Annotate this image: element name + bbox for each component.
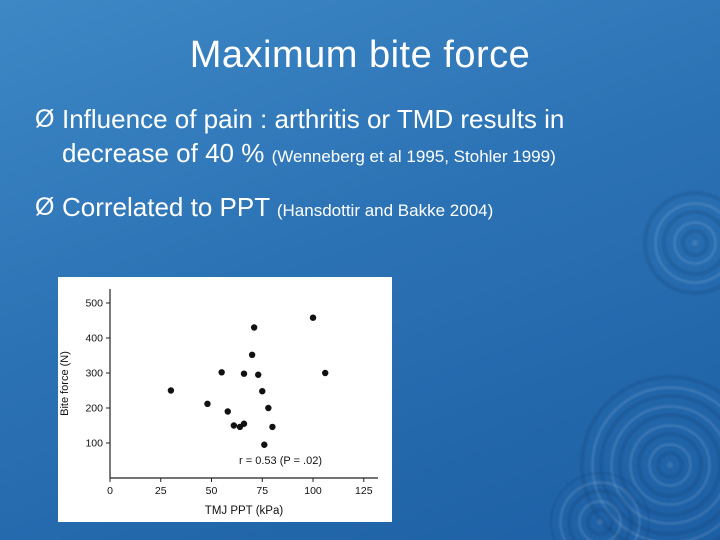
x-tick-label: 50 — [206, 485, 218, 497]
data-point — [261, 441, 268, 448]
data-point — [265, 404, 272, 412]
bullet-text: Influence of pain : arthritis or TMD res… — [62, 103, 662, 171]
bite-force-scatter-chart: 100 200 300 400 500 0 25 50 75 100 125 TMJ PPT (kPa… — [58, 277, 392, 522]
x-axis-label: TMJ PPT (kPa) — [205, 505, 284, 517]
slide-title: Maximum bite force — [189, 34, 531, 76]
scatter-plot-svg: 100 200 300 400 500 0 25 50 75 100 125 TMJ PPT (kPa… — [59, 289, 378, 517]
y-tick-label: 400 — [85, 333, 103, 345]
data-point — [250, 324, 258, 331]
x-tick-label: 0 — [107, 485, 113, 497]
data-point — [259, 388, 266, 395]
data-point — [322, 369, 329, 377]
data-point — [248, 351, 256, 358]
bullet-main-text: Influence of pain : arthritis or TMD res… — [62, 104, 565, 168]
bullet-text: Correlated to PPT (Hansdottir and Bakke … — [62, 191, 662, 225]
x-tick-label: 125 — [355, 485, 373, 497]
bullet-main-text: Correlated to PPT — [62, 191, 270, 222]
chart-annotation: r = 0.53 (P = .02) — [239, 455, 322, 467]
data-point — [224, 408, 231, 415]
data-point — [230, 422, 238, 429]
data-point — [240, 420, 248, 427]
bullet-item-1: Ø Influence of pain : arthritis or TMD r… — [35, 103, 720, 171]
x-tick-label: 100 — [304, 485, 322, 497]
data-point — [204, 400, 211, 407]
bullet-marker: Ø — [35, 105, 55, 133]
y-axis-label: Bite force (N) — [59, 351, 71, 416]
data-point — [240, 370, 248, 377]
data-point — [255, 371, 262, 378]
bullet-list: Ø Influence of pain : arthritis or TMD r… — [35, 103, 720, 224]
x-tick-label: 75 — [256, 485, 268, 497]
y-tick-label: 200 — [85, 403, 103, 415]
y-tick-label: 300 — [85, 368, 103, 380]
bullet-marker: Ø — [35, 192, 55, 221]
citation-text: (Wenneberg et al 1995, Stohler 1999) — [271, 146, 556, 166]
x-tick-label: 25 — [155, 485, 167, 497]
citation-text: (Hansdottir and Bakke 2004) — [276, 200, 494, 220]
ripple-decoration-3 — [550, 472, 650, 540]
chart-axes — [109, 289, 378, 479]
y-tick-label: 100 — [85, 438, 103, 450]
data-point — [167, 387, 175, 394]
ripple-decoration-2 — [575, 370, 720, 540]
data-point — [218, 369, 225, 376]
y-tick-label: 500 — [85, 298, 103, 310]
bullet-item-2: Ø Correlated to PPT (Hansdottir and Bakk… — [35, 191, 720, 225]
data-point — [309, 314, 317, 321]
data-point — [269, 423, 276, 431]
